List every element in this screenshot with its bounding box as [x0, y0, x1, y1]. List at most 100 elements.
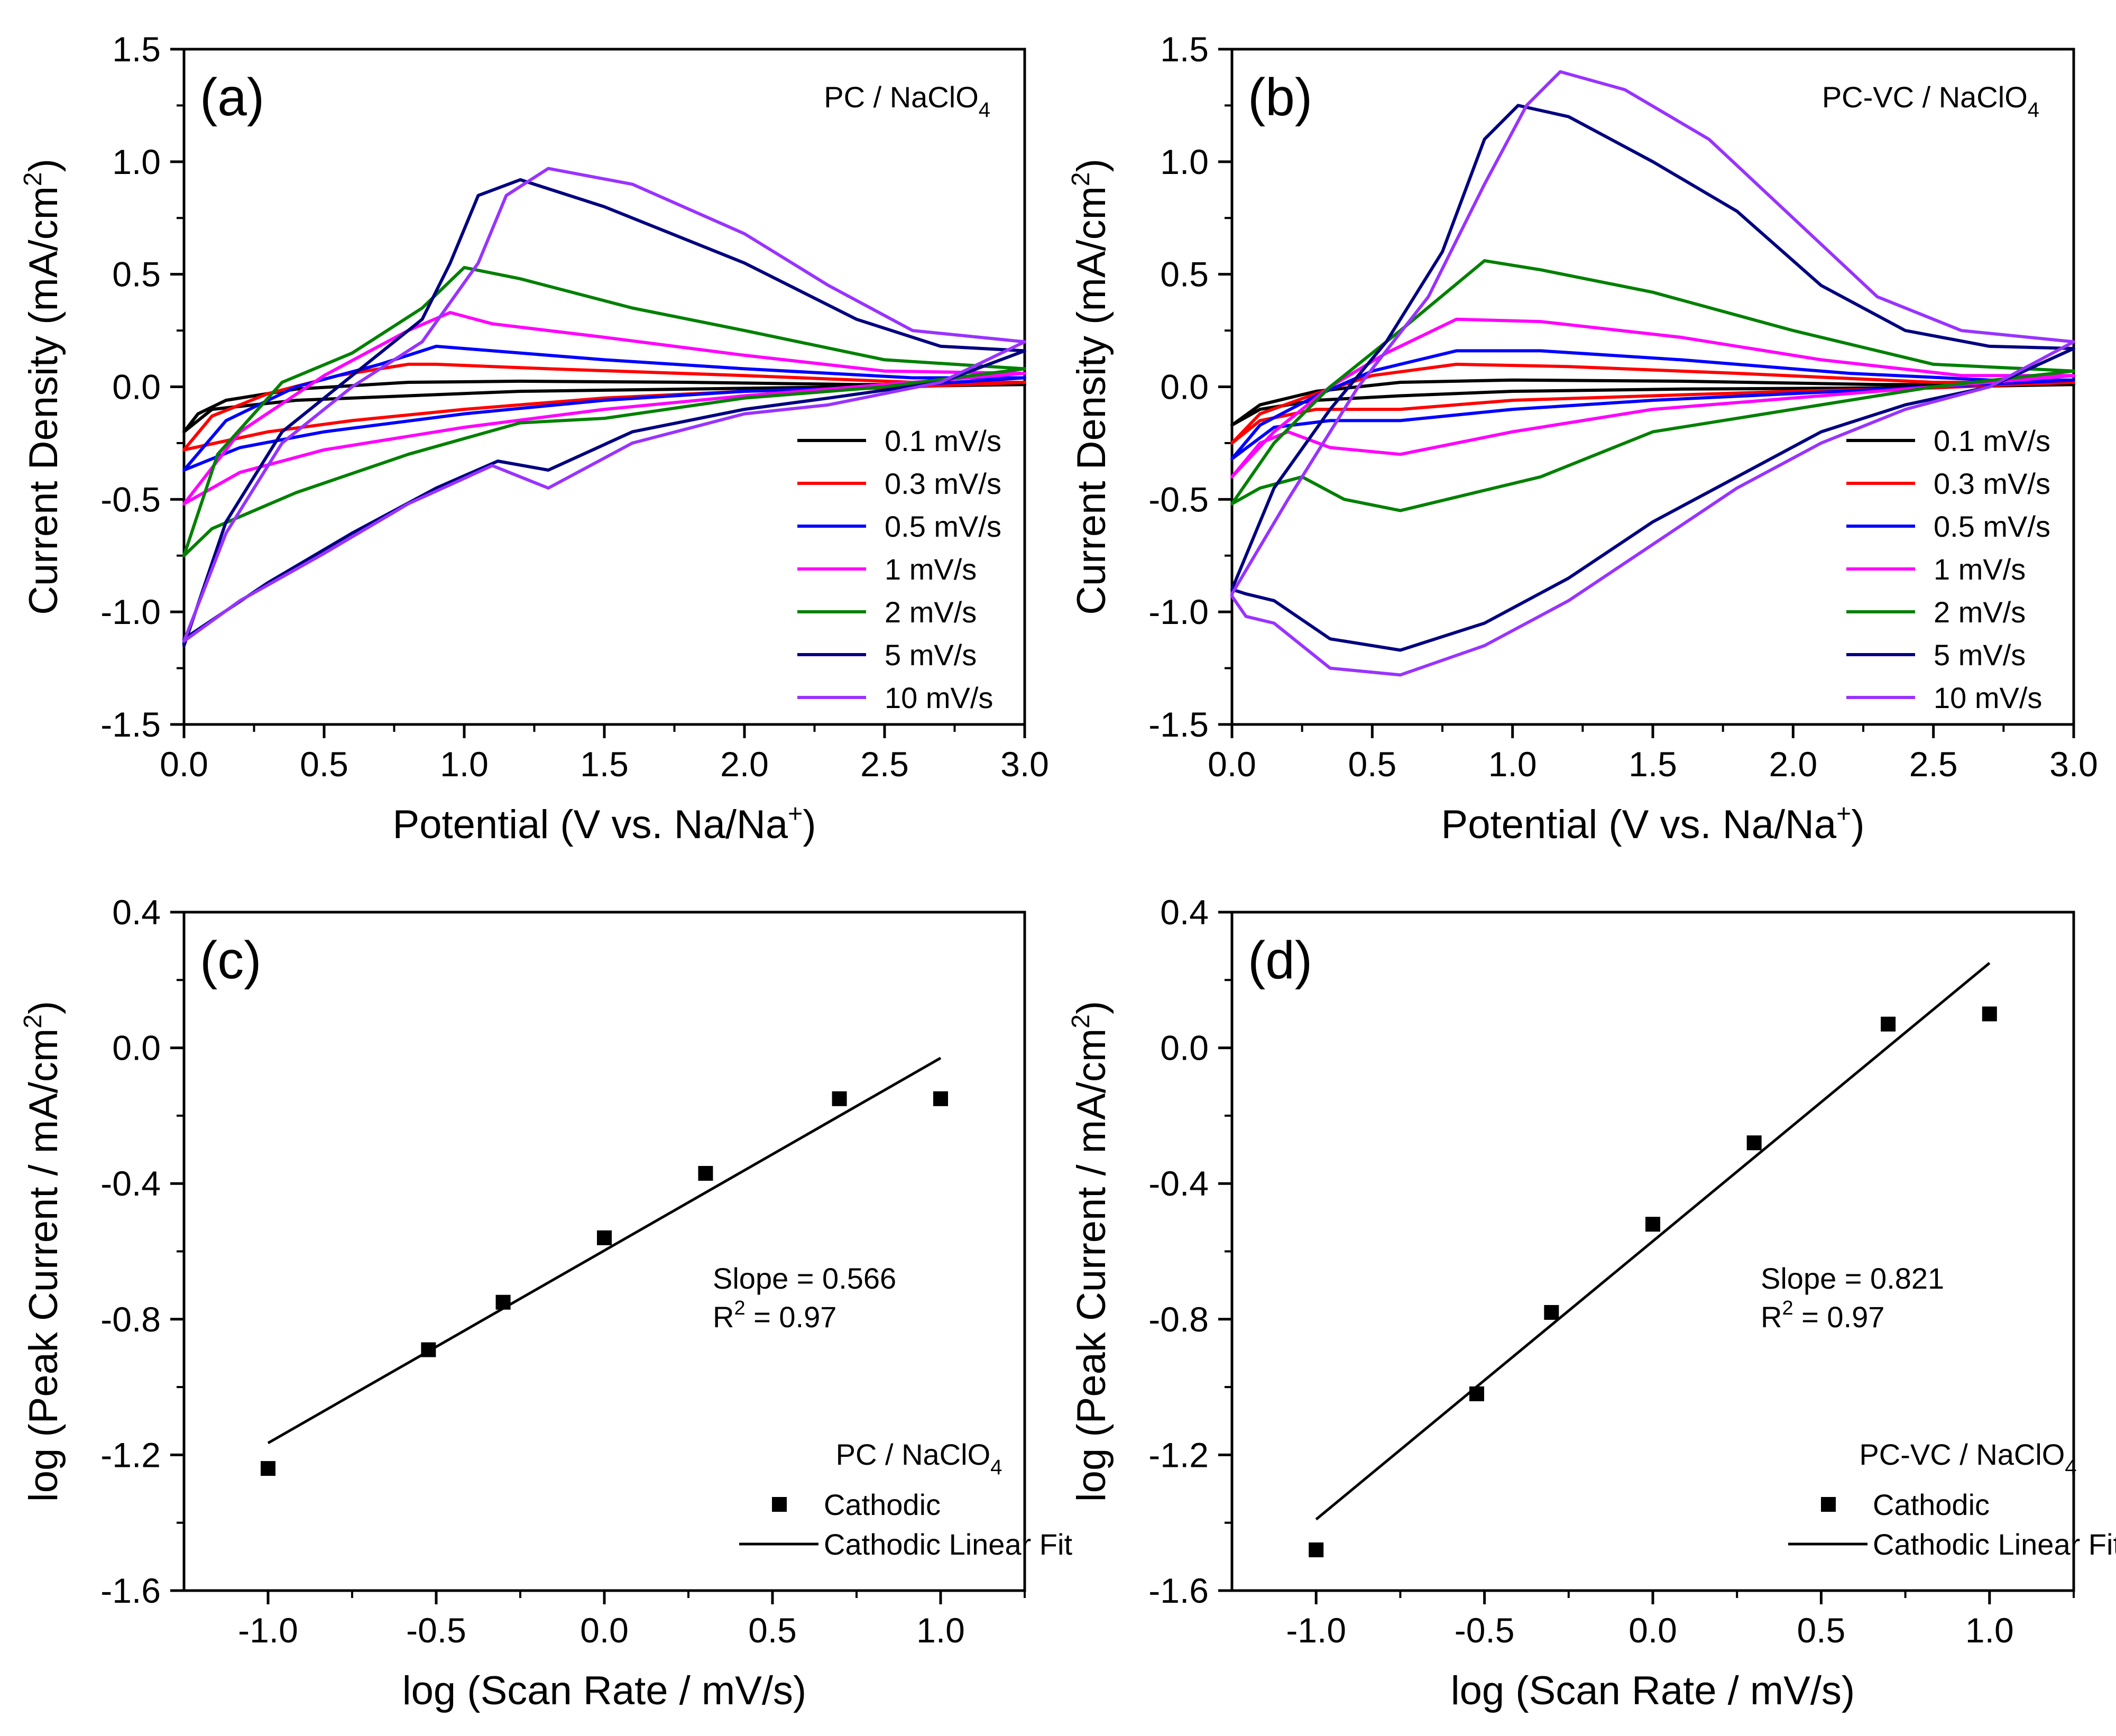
y-tick-label-d: -1.6 [1148, 1571, 1209, 1610]
x-tick-label-a: 1.0 [440, 745, 489, 784]
legend-label-a-0: 0.1 mV/s [885, 424, 1001, 457]
legend-label-b-0: 0.1 mV/s [1934, 424, 2050, 457]
y-axis-title-a: Current Density (mA/cm2) [19, 159, 66, 615]
r2-annotation-c: R2 = 0.97 [713, 1297, 836, 1334]
y-tick-label-c: 0.4 [112, 893, 161, 932]
series-line-b-6 [1230, 70, 2075, 677]
data-point-d-3 [1645, 1217, 1660, 1232]
y-axis-title-c: log (Peak Current / mA/cm2) [19, 1001, 66, 1502]
legend-label-a-6: 10 mV/s [885, 681, 993, 714]
data-point-c-4 [698, 1165, 713, 1181]
x-axis-title-c: log (Scan Rate / mV/s) [402, 1668, 807, 1713]
y-tick-label-d: 0.0 [1160, 1028, 1209, 1068]
x-axis-title-b: Potential (V vs. Na/Na+) [1441, 800, 1865, 847]
data-point-d-5 [1881, 1016, 1896, 1032]
x-tick-label-b: 1.0 [1488, 745, 1537, 784]
electrolyte-label-a: PC / NaClO4 [824, 80, 990, 122]
y-tick-label-c: -0.8 [100, 1300, 161, 1339]
panel-label-c: (c) [200, 931, 262, 990]
x-tick-label-d: 1.0 [1965, 1611, 2014, 1650]
data-point-c-1 [421, 1342, 436, 1357]
data-point-c-6 [933, 1091, 948, 1106]
data-point-d-1 [1469, 1386, 1484, 1401]
y-tick-label-a: -0.5 [100, 480, 161, 519]
legend-label-b-6: 10 mV/s [1934, 681, 2042, 714]
data-point-d-4 [1746, 1135, 1762, 1151]
x-tick-label-b: 0.0 [1208, 745, 1256, 784]
electrolyte-label-c: PC / NaClO4 [836, 1438, 1002, 1479]
x-tick-label-b: 3.0 [2049, 745, 2098, 784]
x-tick-label-c: 1.0 [916, 1611, 965, 1650]
y-tick-label-b: -0.5 [1148, 480, 1209, 519]
y-tick-label-b: 1.0 [1160, 142, 1209, 181]
panel-label-a: (a) [200, 68, 264, 127]
series-line-a-2 [182, 344, 1026, 472]
y-tick-label-a: 0.5 [112, 255, 161, 294]
legend-marker-d [1821, 1497, 1836, 1512]
y-tick-label-a: -1.5 [100, 705, 161, 744]
panel-a: 0.0 0.5 1.0 1.5 2.0 2.5 3.0 -1.5 -1.0 -0.5 0.0 0.5 1… [19, 30, 1049, 847]
x-tick-label-a: 2.0 [720, 745, 769, 784]
y-tick-label-d: -0.8 [1148, 1300, 1209, 1339]
x-tick-label-d: -1.0 [1286, 1611, 1346, 1650]
x-tick-label-d: 0.5 [1797, 1611, 1846, 1650]
x-tick-label-a: 2.5 [860, 745, 909, 784]
data-point-c-0 [261, 1461, 275, 1476]
x-tick-label-b: 0.5 [1348, 745, 1396, 784]
legend-label-b-3: 1 mV/s [1934, 553, 2026, 586]
y-tick-label-b: -1.5 [1148, 705, 1209, 744]
electrolyte-label-b: PC-VC / NaClO4 [1822, 80, 2039, 122]
legend-label-d-0: Cathodic [1873, 1488, 1990, 1521]
data-point-d-0 [1309, 1542, 1324, 1558]
legend-label-a-3: 1 mV/s [885, 553, 977, 586]
legend-label-a-2: 0.5 mV/s [885, 510, 1001, 543]
panel-c: -1.0 -0.5 0.0 0.5 1.0 -1.6 -1.2 -0.8 -0.4 0.0 0.4 l… [19, 893, 1072, 1713]
data-point-d-2 [1544, 1305, 1559, 1320]
series-line-a-3 [182, 311, 1026, 506]
y-axis-title-b: Current Density (mA/cm2) [1067, 159, 1114, 615]
legend-label-b-5: 5 mV/s [1934, 638, 2026, 672]
x-axis-title-a: Potential (V vs. Na/Na+) [393, 800, 816, 847]
legend-label-d-1: Cathodic Linear Fit [1873, 1528, 2116, 1561]
y-tick-label-b: 0.5 [1160, 255, 1209, 294]
fit-line-c [267, 1057, 942, 1445]
y-tick-label-c: -1.6 [100, 1571, 161, 1610]
panel-label-d: (d) [1248, 931, 1312, 990]
y-tick-label-a: 1.0 [112, 142, 161, 181]
y-tick-label-d: 0.4 [1160, 893, 1209, 932]
panel-b: 0.0 0.5 1.0 1.5 2.0 2.5 3.0 -1.5 -1.0 -0.5 0.0 0.5 1… [1067, 30, 2098, 847]
data-point-c-5 [832, 1091, 847, 1106]
x-tick-label-d: 0.0 [1629, 1611, 1677, 1650]
y-axis-title-d: log (Peak Current / mA/cm2) [1067, 1001, 1114, 1502]
x-tick-label-c: 0.5 [748, 1611, 797, 1650]
y-tick-label-b: 0.0 [1160, 368, 1209, 407]
y-tick-label-d: -0.4 [1148, 1164, 1209, 1203]
y-tick-label-d: -1.2 [1148, 1435, 1209, 1474]
legend-label-a-5: 5 mV/s [885, 638, 977, 672]
r2-annotation-d: R2 = 0.97 [1761, 1297, 1884, 1334]
legend-label-c-0: Cathodic [824, 1488, 941, 1521]
fit-line-d [1315, 962, 1991, 1521]
legend-label-b-1: 0.3 mV/s [1934, 467, 2050, 500]
legend-marker-c [772, 1497, 787, 1512]
x-tick-label-a: 0.5 [300, 745, 348, 784]
data-point-c-2 [495, 1294, 511, 1310]
y-tick-label-b: -1.0 [1148, 592, 1209, 631]
legend-label-a-1: 0.3 mV/s [885, 467, 1001, 500]
y-tick-label-b: 1.5 [1160, 30, 1209, 69]
y-tick-label-a: -1.0 [100, 592, 161, 631]
slope-annotation-c: Slope = 0.566 [713, 1262, 896, 1295]
x-axis-title-d: log (Scan Rate / mV/s) [1451, 1668, 1855, 1713]
legend-label-c-1: Cathodic Linear Fit [824, 1528, 1072, 1561]
x-tick-label-a: 1.5 [580, 745, 629, 784]
x-tick-label-a: 0.0 [160, 745, 208, 784]
y-tick-label-c: 0.0 [112, 1028, 161, 1068]
legend-label-b-2: 0.5 mV/s [1934, 510, 2050, 543]
legend-label-a-4: 2 mV/s [885, 595, 977, 629]
series-line-a-5 [182, 178, 1026, 647]
x-tick-label-a: 3.0 [1000, 745, 1049, 784]
x-tick-label-c: -1.0 [238, 1611, 298, 1650]
y-tick-label-a: 1.5 [112, 30, 161, 69]
panel-d: -1.0 -0.5 0.0 0.5 1.0 -1.6 -1.2 -0.8 -0.4 0.0 0.4 l… [1067, 893, 2116, 1713]
